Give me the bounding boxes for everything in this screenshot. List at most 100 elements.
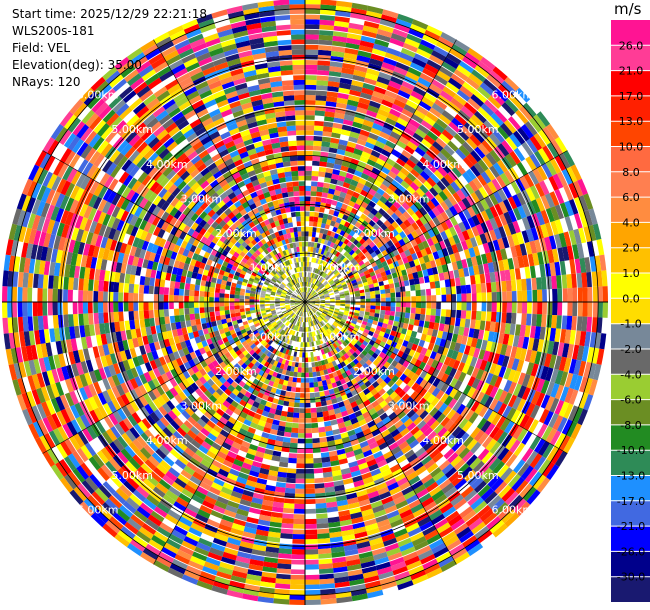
radar-cell	[247, 257, 254, 264]
radar-cell	[327, 328, 332, 334]
radar-cell	[295, 303, 301, 307]
radar-cell	[182, 379, 191, 389]
radar-cell	[344, 322, 350, 328]
radar-cell	[367, 384, 375, 392]
radar-cell	[329, 455, 339, 462]
radar-cell	[291, 381, 297, 388]
radar-cell	[293, 191, 300, 197]
radar-cell	[281, 330, 286, 336]
radar-cell	[248, 332, 255, 338]
radar-cell	[396, 476, 409, 487]
radar-cell	[211, 482, 223, 492]
radar-cell	[170, 322, 177, 331]
radar-cell	[307, 347, 311, 353]
radar-cell	[293, 508, 305, 515]
radar-cell	[394, 188, 403, 197]
radar-cell	[277, 198, 284, 205]
radar-cell	[220, 314, 226, 320]
radar-cell	[444, 365, 453, 376]
radar-cell	[398, 238, 406, 247]
radar-cell	[223, 238, 231, 246]
radar-cell	[290, 206, 296, 213]
radar-cell	[358, 337, 365, 344]
radar-cell	[196, 198, 205, 208]
radar-cell	[249, 299, 255, 302]
radar-cell	[98, 312, 105, 324]
radar-cell	[168, 302, 174, 310]
radar-cell	[373, 191, 383, 200]
radar-cell	[470, 356, 478, 368]
radar-cell	[218, 227, 227, 236]
radar-cell	[301, 281, 304, 287]
radar-cell	[270, 308, 276, 312]
radar-cell	[335, 298, 341, 301]
radar-cell	[183, 128, 195, 139]
radar-cell	[197, 131, 209, 142]
radar-cell	[359, 307, 366, 312]
radar-cell	[272, 286, 278, 290]
radar-cell	[178, 261, 185, 270]
radar-cell	[327, 334, 332, 341]
radar-cell	[317, 258, 322, 265]
radar-cell	[418, 206, 428, 216]
radar-cell	[343, 353, 350, 360]
radar-cell	[332, 428, 341, 436]
radar-cell	[324, 295, 330, 298]
radar-cell	[420, 119, 433, 131]
radar-cell	[239, 467, 251, 475]
radar-cell	[272, 147, 282, 154]
radar-cell	[293, 402, 300, 408]
radar-cell	[275, 242, 281, 248]
radar-cell	[502, 259, 510, 271]
radar-cell	[111, 374, 121, 387]
radar-cell	[436, 223, 445, 234]
radar-cell	[267, 339, 274, 346]
radar-cell	[341, 283, 348, 288]
radar-cell	[305, 458, 314, 464]
radar-cell	[305, 105, 316, 111]
radar-cell	[470, 400, 480, 412]
radar-cell	[260, 331, 266, 337]
radar-cell	[309, 304, 315, 307]
radar-cell	[247, 319, 254, 324]
radar-cell	[296, 458, 305, 464]
radar-cell	[325, 101, 337, 108]
radar-cell	[501, 302, 507, 313]
radar-cell	[197, 267, 205, 275]
radar-cell	[291, 295, 296, 298]
radar-cell	[155, 419, 167, 431]
radar-cell	[216, 495, 229, 505]
radar-cell	[303, 286, 305, 292]
radar-cell	[443, 238, 452, 248]
radar-cell	[400, 462, 413, 473]
radar-cell	[216, 144, 227, 154]
radar-cell	[173, 219, 183, 229]
radar-cell	[213, 477, 225, 487]
radar-cell	[418, 276, 425, 284]
radar-cell	[169, 434, 180, 445]
radar-cell	[315, 401, 322, 408]
radar-cell	[397, 171, 407, 181]
radar-cell	[244, 402, 253, 410]
radar-cell	[113, 292, 119, 302]
radar-cell	[203, 454, 215, 464]
radar-cell	[289, 329, 293, 335]
radar-cell	[102, 344, 110, 356]
radar-cell	[381, 495, 394, 505]
radar-cell	[441, 129, 454, 141]
radar-cell	[271, 269, 277, 275]
radar-cell	[192, 238, 200, 247]
radar-cell	[279, 315, 285, 320]
radar-cell	[250, 254, 257, 261]
radar-cell	[182, 248, 190, 257]
radar-cell	[280, 323, 285, 329]
radar-cell	[292, 307, 298, 312]
radar-cell	[314, 304, 320, 307]
radar-cell	[135, 228, 144, 239]
radar-cell	[186, 227, 195, 237]
radar-cell	[180, 423, 191, 434]
radar-cell	[333, 321, 339, 326]
radar-cell	[277, 321, 283, 326]
radar-cell	[450, 309, 457, 318]
